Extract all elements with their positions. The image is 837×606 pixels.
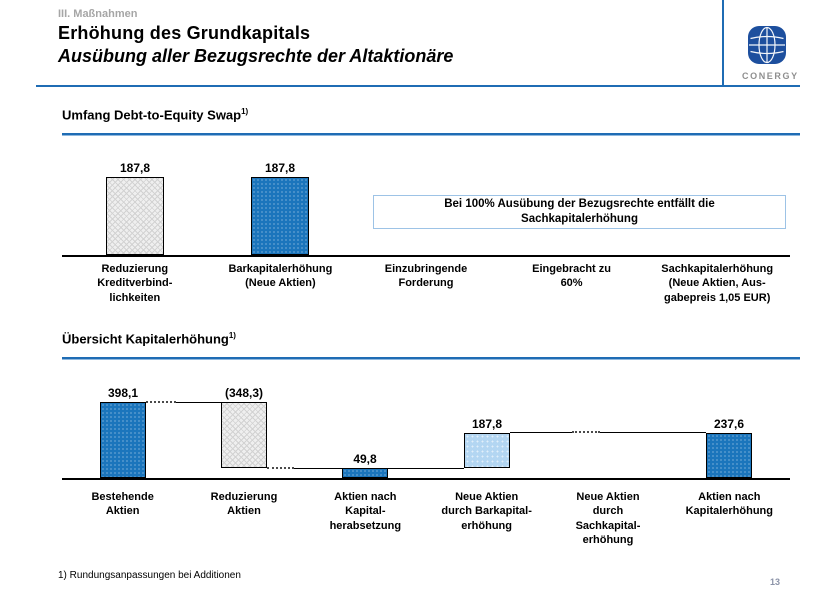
axis-category-label: Aktien nach Kapitalerhöhung bbox=[685, 491, 773, 518]
bar-value-label: 49,8 bbox=[353, 452, 377, 467]
connector-line-dotted bbox=[146, 401, 176, 403]
bar-value-label: 398,1 bbox=[107, 385, 139, 400]
category-axis-debt-swap: Reduzierung Kreditverbind- lichkeiten Ba… bbox=[62, 262, 790, 305]
footnote-marker: 1) bbox=[228, 331, 236, 340]
chart-bar-barkapitalerhoehung: 187,8 bbox=[251, 161, 309, 255]
section-divider bbox=[62, 133, 800, 136]
bar-value-label: 237,6 bbox=[713, 416, 745, 431]
axis-category-label: Neue Aktien durch Barkapital- erhöhung bbox=[441, 491, 532, 532]
bar-value-label: 187,8 bbox=[119, 161, 151, 176]
page-title: Erhöhung des Grundkapitals bbox=[58, 23, 311, 43]
axis-category-label: Neue Aktien durch Sachkapital- erhöhung bbox=[575, 491, 641, 546]
chart-bar-kreditverbindlichkeiten: 187,8 bbox=[106, 161, 164, 255]
connector-line bbox=[388, 468, 464, 469]
section-divider bbox=[62, 357, 800, 360]
waterfall-bar-aktien-nach-kapitalerhoehung: 237,6 bbox=[706, 417, 752, 478]
waterfall-bar-aktien-nach-kapitalherabsetzung: 49,8 bbox=[342, 452, 388, 478]
axis-category-label: Sachkapitalerhöhung (Neue Aktien, Aus- g… bbox=[661, 263, 774, 304]
waterfall-bar-reduzierung-aktien: (348,3) bbox=[221, 386, 267, 469]
debt-swap-bar-chart: 187,8 187,8 Bei 100% Ausübung der Bezugs… bbox=[62, 148, 790, 257]
bar-value-label: 187,8 bbox=[264, 161, 296, 176]
connector-line bbox=[294, 468, 342, 469]
header-divider bbox=[36, 85, 800, 87]
axis-category-label: Einzubringende Forderung bbox=[384, 263, 468, 290]
section-title-debt-swap: Umfang Debt-to-Equity Swap1) bbox=[62, 107, 248, 122]
footnote-marker: 1) bbox=[241, 107, 249, 116]
category-axis-kapitalerhoehung: Bestehende Aktien Reduzierung Aktien Akt… bbox=[62, 490, 790, 547]
page-subtitle: Ausübung aller Bezugsrechte der Altaktio… bbox=[58, 46, 454, 66]
connector-line-dotted bbox=[572, 431, 600, 433]
bar-value-label: (348,3) bbox=[224, 385, 264, 400]
axis-category-label: Reduzierung Kreditverbind- lichkeiten bbox=[97, 263, 173, 304]
axis-category-label: Eingebracht zu 60% bbox=[532, 263, 611, 290]
page-number: 13 bbox=[769, 577, 780, 587]
connector-line bbox=[510, 432, 572, 433]
footnote: 1) Rundungsanpassungen bei Additionen bbox=[58, 570, 241, 581]
waterfall-bar-bestehende-aktien: 398,1 bbox=[100, 386, 146, 478]
section-title-kapitalerhoehung: Übersicht Kapitalerhöhung1) bbox=[62, 331, 236, 346]
axis-category-label: Reduzierung Aktien bbox=[210, 491, 278, 518]
globe-icon bbox=[748, 26, 786, 64]
connector-line bbox=[176, 402, 221, 403]
bar-value-label: 187,8 bbox=[471, 416, 503, 431]
logo-divider bbox=[722, 0, 724, 86]
waterfall-bar-neue-aktien-barkapital: 187,8 bbox=[464, 417, 510, 469]
logo-wordmark: CONERGY bbox=[742, 71, 799, 81]
connector-line-dotted bbox=[267, 467, 294, 469]
connector-line bbox=[600, 432, 706, 433]
callout-box: Bei 100% Ausübung der Bezugsrechte entfä… bbox=[373, 195, 786, 229]
conergy-logo: CONERGY bbox=[742, 24, 799, 81]
section-title-text: Übersicht Kapitalerhöhung bbox=[62, 331, 229, 347]
kapitalerhoehung-waterfall-chart: 398,1 (348,3) 49,8 187,8 237,6 bbox=[62, 370, 790, 480]
axis-category-label: Aktien nach Kapital- herabsetzung bbox=[329, 491, 402, 532]
axis-category-label: Bestehende Aktien bbox=[91, 491, 154, 518]
axis-category-label: Barkapitalerhöhung (Neue Aktien) bbox=[228, 263, 333, 290]
section-breadcrumb: III. Maßnahmen bbox=[58, 8, 138, 20]
section-title-text: Umfang Debt-to-Equity Swap bbox=[62, 107, 242, 123]
